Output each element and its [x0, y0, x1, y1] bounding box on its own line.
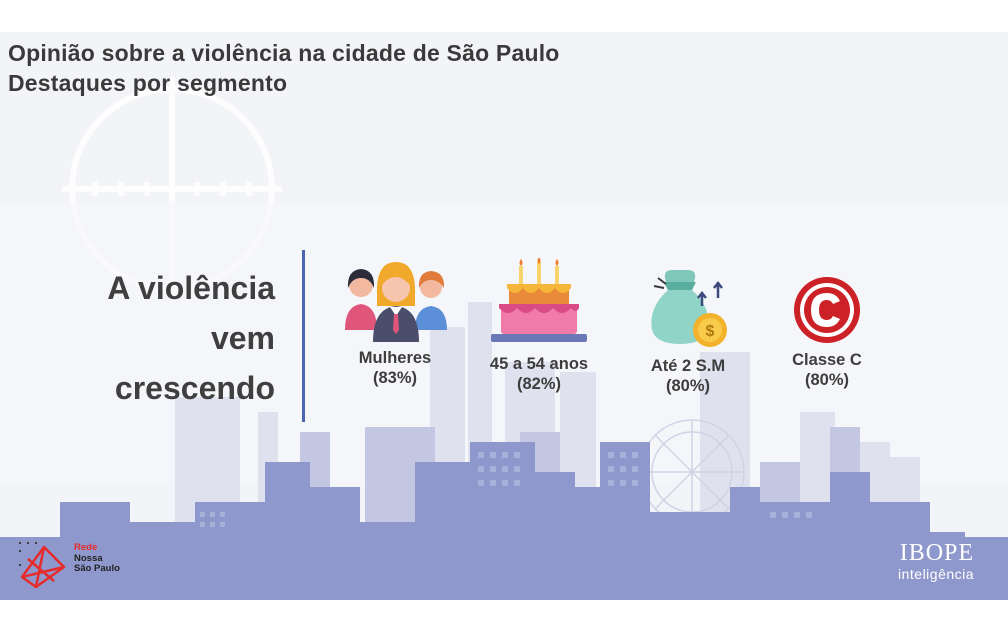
segment-value: (80%): [665, 377, 710, 395]
segment-mulheres: Mulheres (83%): [342, 258, 448, 388]
money-bag-icon: $: [651, 270, 727, 347]
rede-line-3: São Paulo: [74, 563, 120, 574]
letter-c-circle-icon: [794, 277, 860, 343]
segment-ate-2-sm: $ Até 2 S.M (80%): [640, 264, 736, 396]
segment-label: 45 a 54 anos: [489, 355, 589, 373]
rede-line-1: Rede: [74, 542, 98, 553]
segment-label: Até 2 S.M: [650, 357, 726, 375]
page-title: Opinião sobre a violência na cidade de S…: [8, 38, 560, 98]
rede-nossa-sao-paulo-logo-icon: [19, 542, 66, 589]
women-group-icon: [345, 262, 447, 342]
birthday-cake-icon: [491, 258, 587, 342]
ferris-wheel: [639, 419, 745, 525]
headline-line-3: crescendo: [114, 370, 275, 406]
segment-label: Classe C: [792, 351, 862, 369]
ibope-tagline: inteligência: [898, 566, 975, 582]
title-line-2: Destaques por segmento: [8, 70, 288, 96]
ibope-wordmark: IBOPE: [899, 540, 975, 566]
headline-line-1: A violência: [107, 270, 275, 306]
rede-line-2: Nossa: [74, 552, 103, 564]
segment-value: (82%): [516, 375, 561, 393]
segment-value: (83%): [372, 369, 417, 387]
segment-value: (80%): [804, 371, 849, 389]
headline-line-2: vem: [210, 320, 275, 356]
segment-classe-c: Classe C (80%): [785, 276, 869, 390]
rede-nossa-sao-paulo-wordmark: Rede Nossa São Paulo: [74, 542, 120, 575]
headline: A violência vem crescendo: [60, 263, 275, 413]
divider-line: [302, 250, 305, 422]
title-line-1: Opinião sobre a violência na cidade de S…: [8, 40, 560, 66]
ibope-logo: IBOPE inteligência: [868, 540, 974, 582]
segment-45-54-anos: 45 a 54 anos (82%): [482, 258, 596, 394]
segment-label: Mulheres: [358, 349, 432, 367]
svg-text:$: $: [706, 323, 715, 340]
